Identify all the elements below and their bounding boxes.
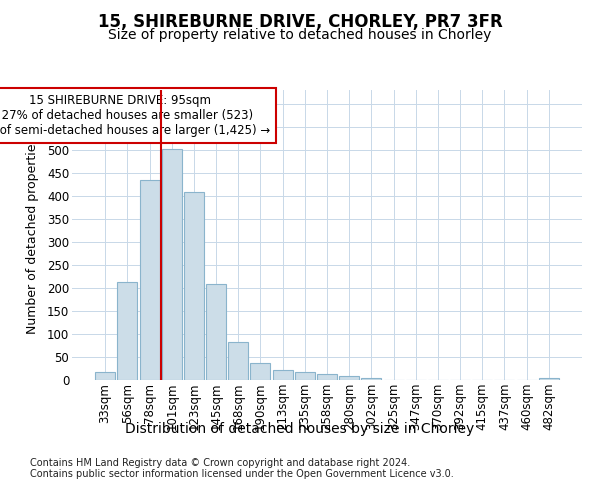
Bar [339, 376, 359, 380]
Bar [206, 284, 226, 380]
Bar [228, 342, 248, 380]
Bar [272, 370, 293, 380]
Bar [95, 372, 115, 380]
Bar [361, 378, 382, 380]
Text: 15, SHIREBURNE DRIVE, CHORLEY, PR7 3FR: 15, SHIREBURNE DRIVE, CHORLEY, PR7 3FR [98, 12, 502, 30]
Y-axis label: Number of detached properties: Number of detached properties [26, 136, 38, 334]
Bar [118, 282, 137, 380]
Text: Size of property relative to detached houses in Chorley: Size of property relative to detached ho… [109, 28, 491, 42]
Bar [140, 180, 160, 380]
Bar [295, 372, 315, 380]
Text: Contains HM Land Registry data © Crown copyright and database right 2024.
Contai: Contains HM Land Registry data © Crown c… [30, 458, 454, 479]
Text: Distribution of detached houses by size in Chorley: Distribution of detached houses by size … [125, 422, 475, 436]
Bar [539, 378, 559, 380]
Bar [317, 374, 337, 380]
Bar [184, 192, 204, 380]
Bar [250, 364, 271, 380]
Text: 15 SHIREBURNE DRIVE: 95sqm
← 27% of detached houses are smaller (523)
73% of sem: 15 SHIREBURNE DRIVE: 95sqm ← 27% of deta… [0, 94, 271, 138]
Bar [162, 149, 182, 380]
